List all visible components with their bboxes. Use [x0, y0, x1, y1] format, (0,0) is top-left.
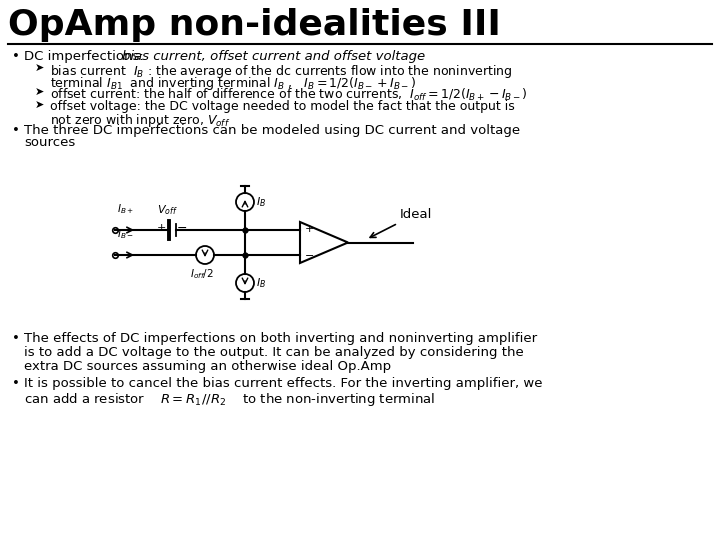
Text: The effects of DC imperfections on both inverting and noninverting amplifier: The effects of DC imperfections on both … — [24, 332, 537, 345]
Text: bias current  $I_B$ : the average of the dc currents flow into the noninverting: bias current $I_B$ : the average of the … — [50, 63, 513, 80]
Text: OpAmp non-idealities III: OpAmp non-idealities III — [8, 8, 501, 42]
Text: DC imperfections:: DC imperfections: — [24, 50, 148, 63]
Text: offset voltage: the DC voltage needed to model the fact that the output is: offset voltage: the DC voltage needed to… — [50, 100, 515, 113]
Text: −: − — [305, 251, 315, 261]
Text: extra DC sources assuming an otherwise ideal Op.Amp: extra DC sources assuming an otherwise i… — [24, 360, 391, 373]
Text: It is possible to cancel the bias current effects. For the inverting amplifier, : It is possible to cancel the bias curren… — [24, 377, 542, 390]
Text: •: • — [12, 50, 20, 63]
Text: $V_{off}$: $V_{off}$ — [156, 203, 177, 217]
Text: is to add a DC voltage to the output. It can be analyzed by considering the: is to add a DC voltage to the output. It… — [24, 346, 523, 359]
Text: not zero with input zero, $V_{off}$: not zero with input zero, $V_{off}$ — [50, 112, 230, 129]
Text: +: + — [156, 223, 166, 233]
Text: terminal $I_{B1}$  and inverting terminal $I_B$ ,   $I_B = 1/2(I_{B-} + I_{B-})$: terminal $I_{B1}$ and inverting terminal… — [50, 75, 416, 92]
Text: ➤: ➤ — [35, 63, 45, 73]
Text: offset current: the half of difference of the two currents,  $I_{off} = 1/2(I_{B: offset current: the half of difference o… — [50, 87, 528, 103]
Text: $I_{off}/2$: $I_{off}/2$ — [190, 267, 214, 281]
Text: bias current, offset current and offset voltage: bias current, offset current and offset … — [122, 50, 425, 63]
Text: $I_B$: $I_B$ — [256, 276, 266, 290]
Text: Ideal: Ideal — [370, 207, 433, 238]
Text: −: − — [176, 221, 187, 234]
Text: $I_{B-}$: $I_{B-}$ — [117, 227, 134, 241]
Text: •: • — [12, 377, 20, 390]
Text: ➤: ➤ — [35, 100, 45, 110]
Text: +: + — [305, 224, 315, 234]
Text: can add a resistor    $R = R_1 // R_2$    to the non-inverting terminal: can add a resistor $R = R_1 // R_2$ to t… — [24, 391, 436, 408]
Text: $I_{B+}$: $I_{B+}$ — [117, 202, 134, 216]
Text: $I_B$: $I_B$ — [256, 195, 266, 209]
Text: sources: sources — [24, 136, 76, 149]
Text: The three DC imperfections can be modeled using DC current and voltage: The three DC imperfections can be modele… — [24, 124, 520, 137]
Text: •: • — [12, 124, 20, 137]
Text: ➤: ➤ — [35, 87, 45, 97]
Text: •: • — [12, 332, 20, 345]
